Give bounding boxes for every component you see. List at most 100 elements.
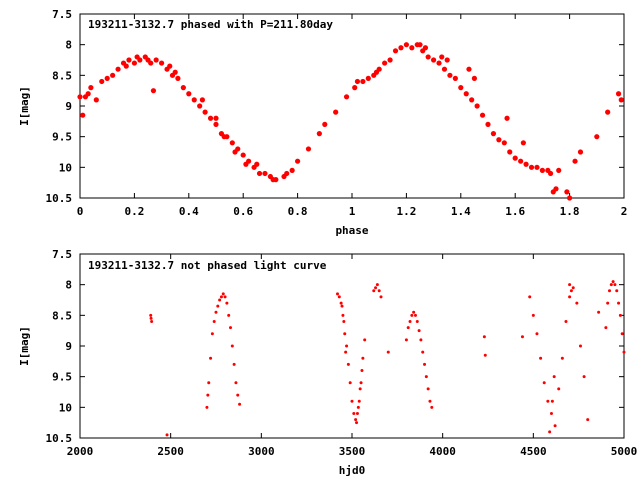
data-point <box>361 356 365 360</box>
data-point <box>404 338 408 342</box>
data-point <box>417 329 421 333</box>
data-point <box>333 109 339 115</box>
data-point <box>270 177 276 183</box>
x-tick-label: 0.6 <box>233 205 253 218</box>
data-point <box>430 405 434 409</box>
data-point <box>145 57 151 63</box>
data-point <box>550 399 554 403</box>
data-point <box>410 313 414 317</box>
data-point <box>413 313 417 317</box>
data-point <box>355 421 359 425</box>
data-point <box>110 72 116 78</box>
data-point <box>569 289 573 293</box>
data-point <box>295 158 301 164</box>
data-point <box>93 97 99 103</box>
data-point <box>553 424 557 428</box>
x-tick-label: 4000 <box>429 445 456 458</box>
y-tick-label: 8.5 <box>52 69 72 82</box>
data-point <box>444 57 450 63</box>
x-tick-label: 0 <box>77 205 84 218</box>
data-point <box>560 356 564 360</box>
data-point <box>227 313 231 317</box>
data-point <box>219 295 223 299</box>
data-point <box>153 57 159 63</box>
data-point <box>547 170 554 177</box>
data-point <box>617 301 621 305</box>
chart-title: 193211-3132.7 not phased light curve <box>88 259 327 272</box>
data-point <box>423 362 427 366</box>
data-point <box>377 289 381 293</box>
y-tick-label: 9.5 <box>52 371 72 384</box>
data-point <box>172 69 178 75</box>
data-point <box>431 57 437 63</box>
x-tick-label: 0.4 <box>179 205 199 218</box>
data-point <box>463 91 469 97</box>
y-tick-label: 9.5 <box>52 131 72 144</box>
data-point <box>520 335 524 339</box>
data-point <box>613 283 617 287</box>
data-point <box>289 167 295 173</box>
y-tick-label: 10 <box>59 161 72 174</box>
x-tick-label: 5000 <box>611 445 638 458</box>
data-point <box>469 97 475 103</box>
data-point <box>207 381 211 385</box>
data-point <box>615 91 622 97</box>
data-point <box>225 301 229 305</box>
data-point <box>360 369 364 373</box>
data-point <box>528 164 535 170</box>
data-point <box>358 387 362 391</box>
data-point <box>575 301 579 305</box>
data-point <box>213 121 219 127</box>
data-point <box>606 301 610 305</box>
data-point <box>123 63 129 69</box>
data-point <box>206 393 210 397</box>
data-point <box>415 319 419 323</box>
data-point <box>421 350 425 354</box>
data-point <box>359 381 363 385</box>
data-point <box>439 54 445 60</box>
data-point <box>564 189 570 195</box>
data-point <box>340 304 344 308</box>
data-point <box>615 289 619 293</box>
data-point <box>202 109 208 115</box>
data-point <box>352 85 358 91</box>
data-point <box>485 121 491 127</box>
data-point <box>586 418 590 422</box>
y-tick-label: 7.5 <box>52 248 72 261</box>
data-point <box>379 295 383 299</box>
data-point <box>186 91 192 97</box>
data-point <box>316 131 322 137</box>
data-point <box>535 332 539 336</box>
data-point <box>425 54 431 60</box>
data-point <box>452 75 458 81</box>
data-point <box>620 332 624 336</box>
data-point <box>539 167 546 173</box>
data-point <box>149 313 153 317</box>
data-point <box>408 319 412 323</box>
data-point <box>398 45 404 51</box>
data-point <box>496 137 502 143</box>
data-point <box>466 66 472 72</box>
x-tick-label: 1.4 <box>451 205 471 218</box>
data-point <box>571 286 575 290</box>
x-tick-label: 1.2 <box>396 205 416 218</box>
y-tick-label: 10 <box>59 401 72 414</box>
data-point <box>373 69 380 75</box>
x-tick-label: 0.2 <box>124 205 144 218</box>
data-point <box>403 42 409 48</box>
data-point <box>622 350 626 354</box>
data-point <box>597 310 601 314</box>
data-point <box>205 405 209 409</box>
x-tick-label: 1 <box>349 205 356 218</box>
data-point <box>604 326 608 330</box>
y-tick-label: 7.5 <box>52 8 72 21</box>
data-point <box>548 430 552 434</box>
data-point <box>553 186 559 192</box>
data-point <box>549 411 553 415</box>
data-point <box>115 66 121 72</box>
data-point <box>131 60 137 66</box>
data-point <box>345 344 349 348</box>
data-point <box>343 94 350 100</box>
data-point <box>572 158 578 164</box>
data-point <box>191 97 197 103</box>
